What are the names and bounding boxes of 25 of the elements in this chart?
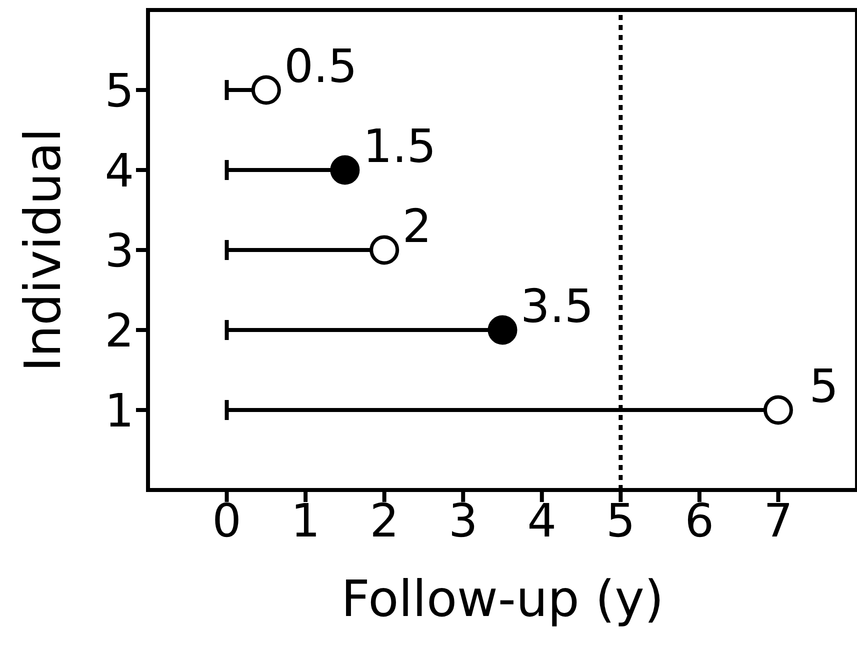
annotation: 5 [809,359,839,413]
data-label: 1.5 [362,119,436,173]
point [251,75,281,105]
x-tick-label: 5 [606,494,636,548]
point [330,155,360,185]
x-tick-label: 6 [684,494,714,548]
y-tick-label: 4 [104,143,134,198]
data-label: 0.5 [284,39,358,93]
x-tick-label: 3 [448,494,478,548]
data-label: 2 [402,199,432,253]
y-tick-label: 2 [104,303,134,358]
y-tick-label: 3 [104,223,134,278]
x-axis-title: Follow-up (y) [341,570,664,628]
x-tick-label: 2 [370,494,399,548]
point [488,315,518,345]
x-tick-label: 0 [212,494,242,548]
x-tick-label: 4 [527,494,557,548]
x-tick-label: 7 [764,494,793,548]
x-tick-label: 1 [290,494,320,548]
point [370,235,400,265]
data-label: 3.5 [520,279,594,333]
point [763,395,793,425]
y-axis-title: Individual [14,128,72,372]
y-tick-label: 1 [104,383,134,438]
y-tick-label: 5 [104,63,134,118]
